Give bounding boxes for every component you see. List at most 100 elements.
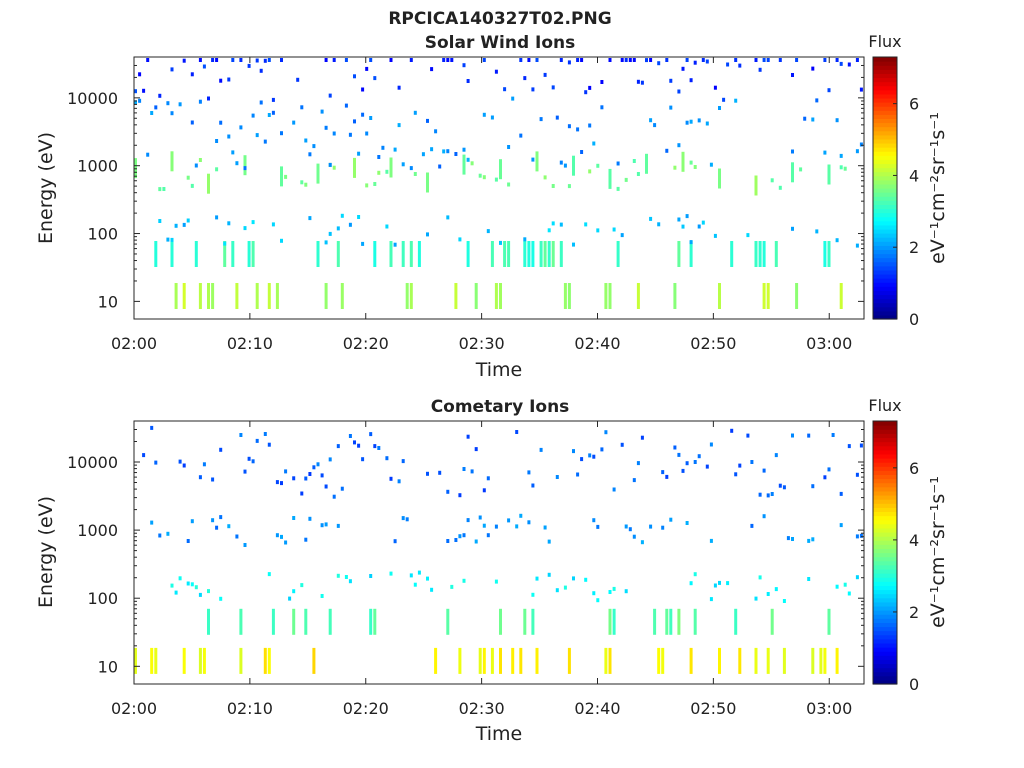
colorbar-segment	[873, 196, 897, 201]
colorbar-segment	[873, 536, 897, 541]
heatmap-cell	[430, 147, 434, 152]
heatmap-cell	[284, 174, 288, 179]
heatmap-cell	[316, 241, 320, 267]
colorbar-segment	[873, 490, 897, 496]
heatmap-cell	[275, 283, 279, 309]
heatmap-cell	[604, 647, 608, 674]
heatmap-cell	[592, 454, 596, 459]
heatmap-cell	[158, 219, 162, 223]
colorbar-segment	[873, 466, 897, 471]
colorbar-segment	[873, 171, 897, 177]
colorbar-segment	[873, 494, 897, 500]
heatmap-cell	[182, 283, 186, 309]
heatmap-cell	[559, 241, 563, 267]
heatmap-cell	[401, 241, 405, 267]
x-tick-label: 02:00	[111, 334, 157, 353]
heatmap-cell	[503, 87, 507, 92]
heatmap-cell	[608, 283, 612, 309]
heatmap-cell	[636, 79, 640, 84]
heatmap-cell	[255, 438, 259, 443]
heatmap-cell	[499, 159, 502, 180]
heatmap-cell	[766, 647, 770, 674]
colorbar-segment	[873, 515, 897, 521]
heatmap-cell	[304, 476, 308, 481]
heatmap-cell	[608, 608, 612, 635]
heatmap-cell	[766, 493, 770, 498]
heatmap-cell	[811, 484, 815, 489]
colorbar-segment	[873, 126, 897, 132]
heatmap-cell	[612, 608, 616, 635]
heatmap-cell	[758, 67, 762, 72]
heatmap-cell	[255, 133, 259, 138]
heatmap-cell	[839, 283, 843, 309]
heatmap-cell	[182, 222, 186, 227]
heatmap-cell	[450, 58, 454, 62]
heatmap-cell	[482, 58, 486, 62]
heatmap-cell	[559, 58, 563, 62]
heatmap-cell	[332, 165, 336, 170]
heatmap-cell	[685, 521, 689, 525]
heatmap-cell	[219, 78, 223, 83]
heatmap-cell	[312, 144, 316, 149]
colorbar-segment	[873, 638, 897, 644]
heatmap-cell	[442, 149, 446, 154]
heatmap-cell	[515, 524, 519, 529]
heatmap-cell	[288, 596, 292, 601]
colorbar-segment	[873, 179, 897, 185]
colorbar-segment	[873, 204, 897, 210]
colorbar-segment	[873, 114, 897, 119]
heatmap-cell	[689, 78, 693, 83]
heatmap-cell	[539, 447, 543, 452]
heatmap-cell	[791, 433, 794, 438]
heatmap-pixels	[134, 58, 863, 309]
y-tick-label: 1000	[77, 521, 118, 540]
colorbar-segment	[873, 142, 897, 148]
heatmap-cell	[624, 177, 628, 182]
heatmap-cell	[657, 61, 661, 66]
heatmap-cell	[389, 157, 393, 178]
colorbar-segment	[873, 482, 897, 488]
heatmap-cell	[389, 58, 393, 62]
heatmap-cell	[377, 155, 381, 159]
colorbar-segment	[873, 499, 897, 504]
heatmap-cell	[393, 147, 397, 152]
heatmap-cell	[182, 463, 186, 468]
heatmap-cell	[450, 584, 454, 589]
colorbar-segment	[873, 601, 897, 607]
heatmap-cell	[616, 186, 620, 191]
heatmap-cell	[413, 582, 417, 587]
colorbar-segment	[873, 163, 897, 169]
heatmap-cell	[835, 647, 839, 674]
colorbar-segment	[873, 233, 897, 238]
x-tick-label: 03:00	[806, 334, 852, 353]
heatmap-cell	[547, 241, 551, 267]
heatmap-cell	[551, 241, 555, 267]
x-tick-label: 02:50	[690, 334, 736, 353]
heatmap-cell	[600, 105, 604, 110]
heatmap-cell	[300, 180, 304, 185]
colorbar-segment	[873, 253, 897, 259]
heatmap-cell	[417, 570, 421, 575]
heatmap-cell	[409, 166, 413, 171]
heatmap-cell	[134, 158, 137, 179]
heatmap-cell	[401, 162, 405, 167]
heatmap-cell	[636, 461, 640, 466]
heatmap-cell	[340, 486, 344, 491]
heatmap-cell	[150, 425, 154, 430]
heatmap-cell	[490, 115, 494, 120]
heatmap-cell	[170, 237, 174, 242]
heatmap-cell	[377, 446, 381, 450]
heatmap-cell	[827, 608, 831, 635]
heatmap-cell	[146, 152, 150, 157]
heatmap-cell	[154, 241, 158, 267]
heatmap-cell	[280, 58, 283, 62]
y-tick-label: 100	[87, 225, 118, 244]
heatmap-cell	[523, 241, 527, 267]
heatmap-cell	[855, 149, 859, 154]
heatmap-cell	[612, 487, 616, 492]
heatmap-cell	[847, 444, 851, 449]
heatmap-cell	[653, 608, 657, 635]
heatmap-cell	[219, 515, 223, 520]
plot-frame	[133, 56, 865, 320]
colorbar-segment	[873, 531, 897, 537]
